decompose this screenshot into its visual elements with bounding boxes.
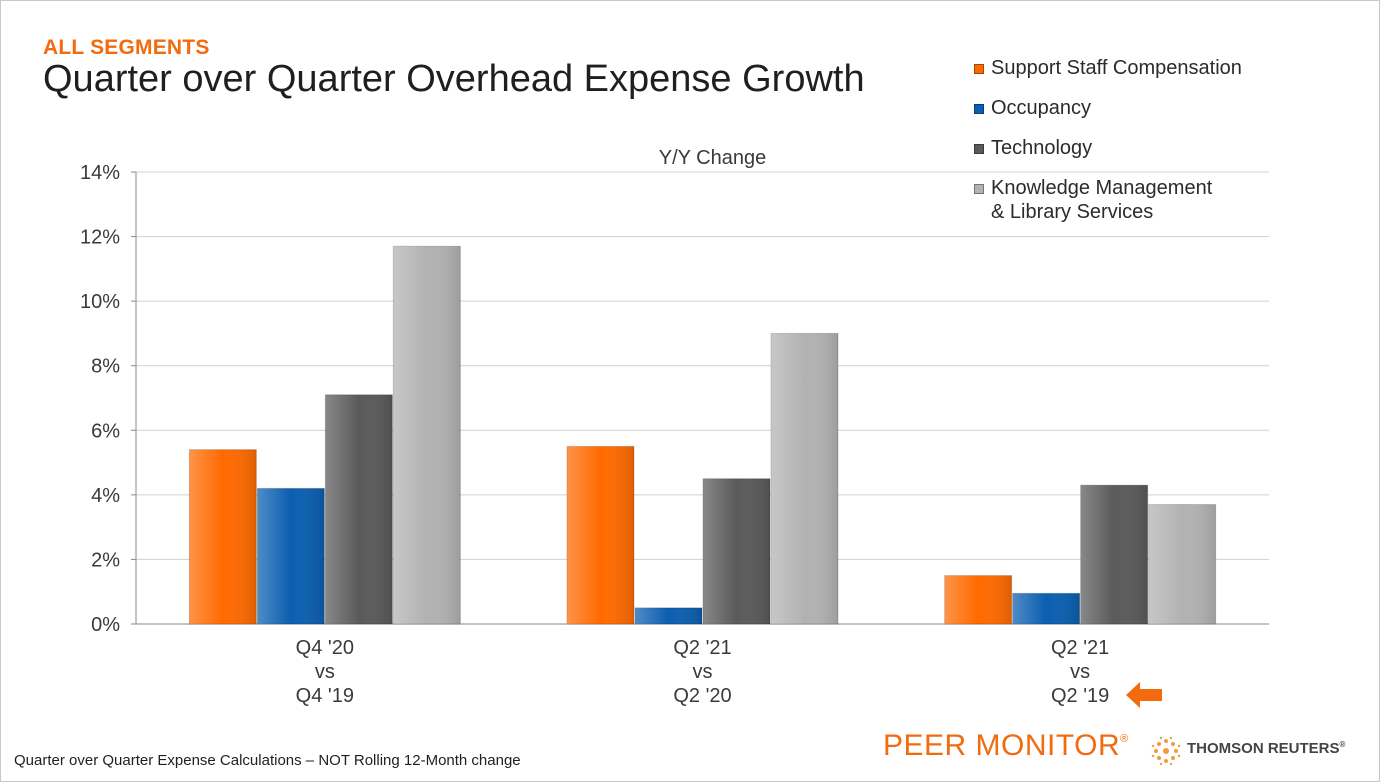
y-tick-label: 0%	[91, 614, 120, 636]
legend-item: Technology	[974, 136, 1242, 160]
legend-swatch-technology	[974, 144, 984, 154]
legend-item: Occupancy	[974, 96, 1242, 120]
x-tick-label-line: Q2 '21	[673, 637, 731, 659]
bar-highlight	[257, 488, 325, 624]
x-tick-label: Q2 '21 vs Q2 '19	[1051, 637, 1109, 707]
x-tick-label-line: Q4 '19	[296, 685, 354, 707]
peer-monitor-logo: PEER MONITOR®	[883, 729, 1129, 763]
brand-registered-mark: ®	[1120, 733, 1129, 745]
bar-highlight	[771, 333, 838, 624]
bar-highlight	[189, 449, 257, 624]
legend-label: Knowledge Management & Library Services	[991, 177, 1213, 223]
bar-highlight	[1148, 504, 1216, 624]
x-tick-label-line: Q2 '20	[673, 685, 731, 707]
legend-label: Support Staff Compensation	[991, 57, 1242, 79]
bar-highlight	[1012, 593, 1080, 624]
y-tick-label: 6%	[91, 420, 120, 442]
chart-legend: Support Staff Compensation Occupancy Tec…	[974, 56, 1242, 240]
bar-highlight	[393, 246, 461, 624]
legend-label: Technology	[991, 137, 1093, 159]
legend-item: Support Staff Compensation	[974, 56, 1242, 80]
company-name: THOMSON REUTERS	[1187, 740, 1340, 757]
x-tick-label-line: vs	[1070, 661, 1090, 683]
x-tick-label-line: vs	[315, 661, 335, 683]
x-tick-label: Q2 '21 vs Q2 '20	[673, 637, 731, 707]
legend-swatch-support-staff	[974, 64, 984, 74]
legend-label: Occupancy	[991, 97, 1092, 119]
x-tick-label-line: Q4 '20	[296, 637, 354, 659]
x-tick-label-line: Q2 '21	[1051, 637, 1109, 659]
thomson-reuters-wordmark: THOMSON REUTERS®	[1187, 740, 1345, 757]
chart-footnote: Quarter over Quarter Expense Calculation…	[14, 752, 521, 769]
y-tick-label: 10%	[80, 291, 120, 313]
bar-highlight	[635, 607, 702, 624]
bar-highlight	[567, 446, 634, 624]
bar-highlight	[1080, 485, 1148, 624]
bar-highlight	[703, 478, 770, 624]
company-registered-mark: ®	[1339, 740, 1346, 749]
y-tick-label: 12%	[80, 227, 120, 249]
slide-kicker: ALL SEGMENTS	[43, 36, 210, 59]
y-tick-label: 2%	[91, 549, 120, 571]
left-arrow-icon	[1126, 682, 1162, 708]
bar-highlight	[325, 394, 393, 624]
x-tick-label-line: Q2 '19	[1051, 685, 1109, 707]
y-tick-label: 14%	[80, 162, 120, 184]
legend-swatch-occupancy	[974, 104, 984, 114]
thomson-reuters-logo-icon	[1151, 736, 1181, 766]
x-tick-label: Q4 '20 vs Q4 '19	[296, 637, 354, 707]
legend-swatch-knowledge-management	[974, 184, 984, 194]
brand-name: PEER MONITOR	[883, 729, 1121, 762]
legend-item: Knowledge Management & Library Services	[974, 176, 1242, 224]
bar-highlight	[944, 575, 1012, 624]
y-tick-label: 4%	[91, 485, 120, 507]
x-tick-label-line: vs	[693, 661, 713, 683]
slide-title: Quarter over Quarter Overhead Expense Gr…	[43, 58, 865, 100]
chart-title: Y/Y Change	[659, 147, 767, 169]
y-tick-label: 8%	[91, 356, 120, 378]
